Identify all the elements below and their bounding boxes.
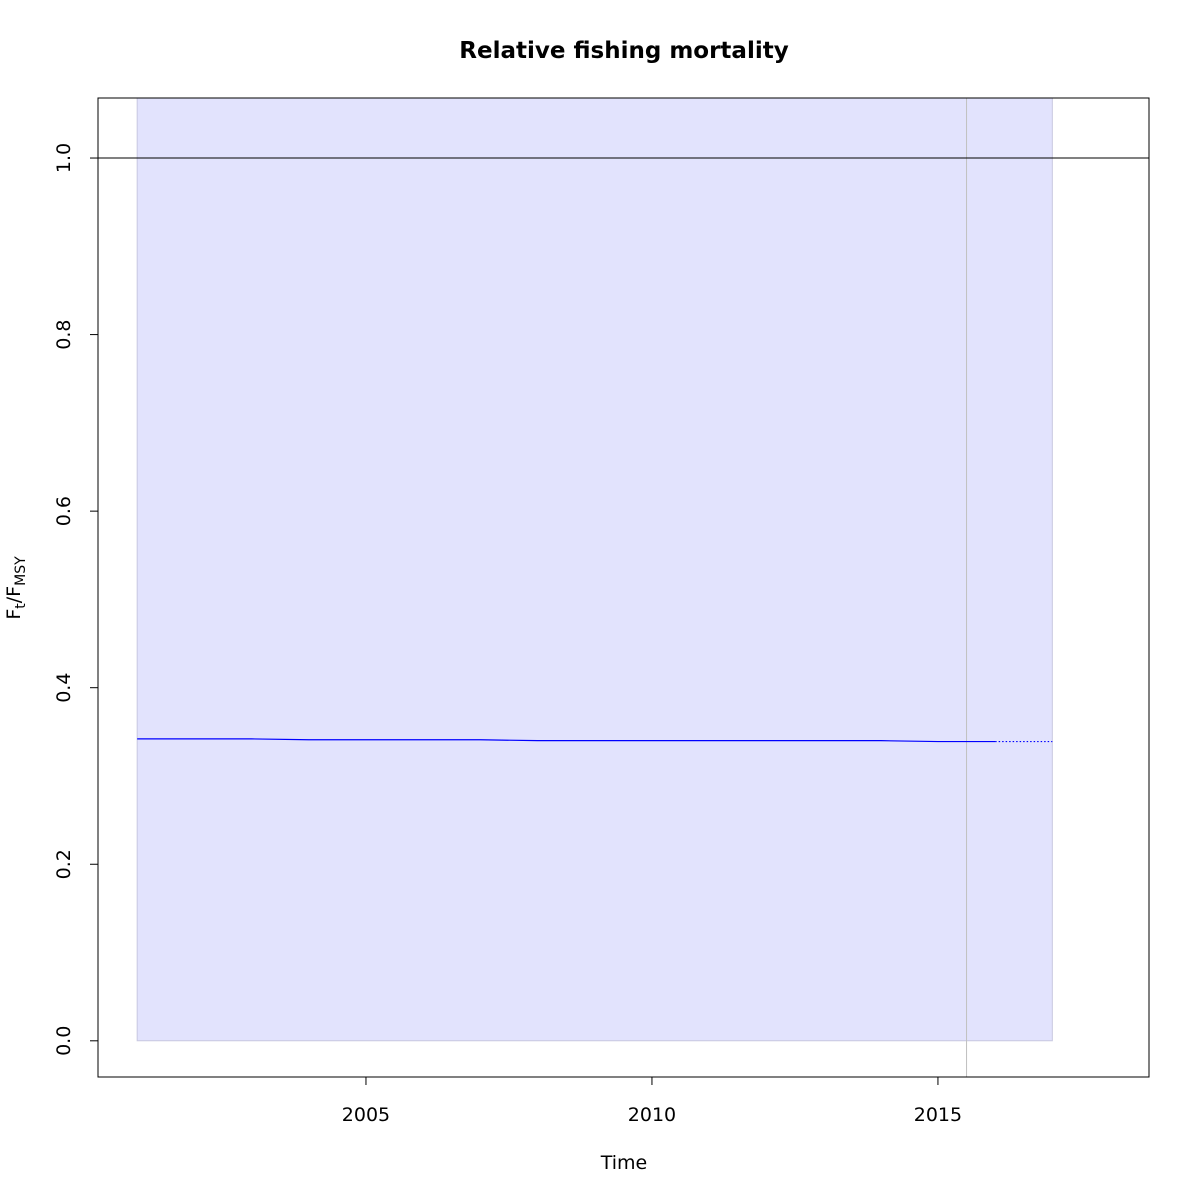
confidence-band (136, 98, 1053, 1042)
y-axis-label-part: t (13, 603, 29, 609)
y-tick-label: 0.6 (53, 496, 75, 526)
y-axis-label-part: MSY (13, 556, 29, 586)
y-tick-label: 0.8 (53, 319, 75, 349)
x-tick-label: 2010 (628, 1104, 676, 1126)
y-tick-label: 1.0 (53, 143, 75, 173)
series-line (137, 738, 996, 743)
x-axis-label: Time (600, 1152, 648, 1174)
plot-frame (97, 97, 1150, 1078)
x-tick-label: 2015 (914, 1104, 962, 1126)
y-tick-label: 0.4 (53, 673, 75, 703)
plot-area (98, 98, 1149, 1077)
y-axis-label: Ft/FMSY (3, 556, 29, 620)
y-tick-label: 0.2 (53, 849, 75, 879)
y-axis-label-part: F (3, 609, 25, 620)
x-tick-label: 2005 (342, 1104, 390, 1126)
chart-title: Relative fishing mortality (459, 38, 788, 64)
y-axis-label-part: /F (3, 586, 25, 603)
y-tick-label: 0.0 (53, 1026, 75, 1056)
